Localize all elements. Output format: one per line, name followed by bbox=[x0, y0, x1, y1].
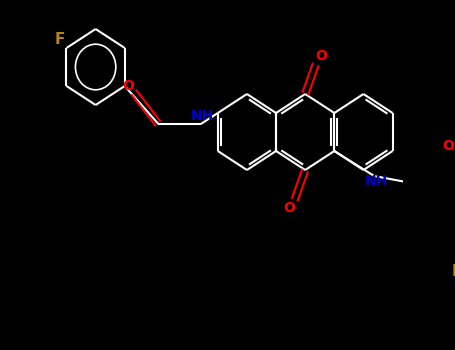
Text: O: O bbox=[283, 201, 295, 215]
Text: O: O bbox=[122, 79, 134, 93]
Text: O: O bbox=[315, 49, 327, 63]
Text: NH: NH bbox=[364, 174, 388, 188]
Text: NH: NH bbox=[191, 109, 214, 123]
Text: F: F bbox=[451, 265, 455, 280]
Text: O: O bbox=[443, 139, 455, 153]
Text: F: F bbox=[54, 33, 65, 48]
